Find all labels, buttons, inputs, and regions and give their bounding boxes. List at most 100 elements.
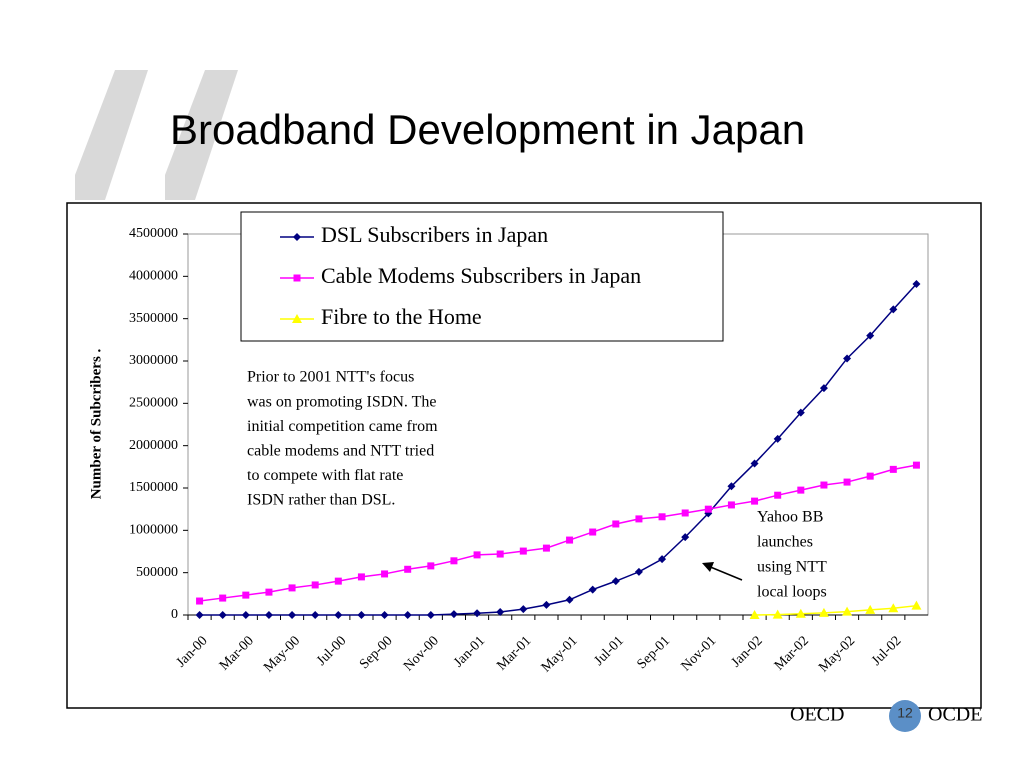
- y-axis-label: Number of Subcribers .: [88, 348, 104, 499]
- data-point: [773, 434, 782, 443]
- data-point: [334, 611, 343, 619]
- data-point: [889, 465, 897, 473]
- y-tick-label: 4500000: [129, 226, 178, 241]
- data-point: [496, 550, 504, 558]
- data-point: [795, 608, 806, 618]
- data-point: [427, 562, 435, 570]
- y-tick-label: 1000000: [129, 523, 178, 538]
- data-point: [774, 491, 782, 499]
- data-point: [288, 584, 296, 592]
- data-point: [196, 597, 204, 605]
- y-tick-label: 0: [171, 607, 178, 622]
- data-point: [843, 478, 851, 486]
- data-point: [704, 505, 712, 513]
- logo-text: OECD: [790, 704, 844, 726]
- data-point: [404, 565, 412, 573]
- data-point: [589, 528, 597, 536]
- data-point: [727, 482, 736, 491]
- data-point: [635, 515, 643, 523]
- data-point: [565, 595, 574, 604]
- data-point: [797, 486, 805, 494]
- annotation: was on promoting ISDN. The: [247, 393, 436, 410]
- data-point: [218, 611, 227, 619]
- data-point: [380, 611, 389, 619]
- data-point: [911, 600, 922, 610]
- arrow: [707, 565, 743, 581]
- legend-label: Cable Modems Subscribers in Japan: [321, 263, 641, 288]
- data-point: [450, 557, 458, 565]
- data-point: [727, 501, 735, 509]
- data-point: [566, 536, 574, 544]
- annotation: initial competition came from: [247, 418, 438, 435]
- data-point: [866, 331, 875, 340]
- data-point: [772, 609, 783, 619]
- data-point: [750, 459, 759, 468]
- page-number: 12: [897, 705, 913, 721]
- series-line: [754, 604, 917, 616]
- data-point: [195, 611, 204, 619]
- y-tick-label: 2500000: [129, 396, 178, 411]
- data-point: [242, 591, 250, 599]
- data-point: [866, 472, 874, 480]
- data-point: [681, 509, 689, 517]
- data-point: [311, 611, 320, 619]
- data-point: [519, 547, 527, 555]
- data-point: [357, 573, 365, 581]
- data-point: [681, 533, 690, 542]
- y-tick-label: 3000000: [129, 353, 178, 368]
- quote-mark: [75, 70, 148, 200]
- slide-title: Broadband Development in Japan: [170, 106, 805, 153]
- data-point: [542, 544, 550, 552]
- legend-marker: [293, 274, 301, 282]
- data-point: [264, 611, 273, 619]
- legend-marker: [293, 233, 301, 241]
- y-tick-label: 500000: [136, 565, 178, 580]
- data-point: [357, 611, 366, 619]
- data-point: [889, 305, 898, 314]
- annotation: Yahoo BB: [757, 509, 823, 526]
- data-point: [658, 555, 667, 564]
- data-point: [796, 408, 805, 417]
- data-point: [704, 509, 713, 518]
- data-point: [265, 588, 273, 596]
- legend-marker: [292, 314, 302, 323]
- data-point: [634, 567, 643, 576]
- legend-label: Fibre to the Home: [321, 304, 482, 329]
- page-badge: [889, 700, 921, 732]
- annotation: ISDN rather than DSL.: [247, 492, 395, 509]
- data-point: [311, 581, 319, 589]
- legend: [240, 211, 724, 342]
- data-point: [820, 481, 828, 489]
- data-point: [658, 513, 666, 521]
- data-point: [403, 611, 412, 619]
- annotation: using NTT: [757, 559, 827, 576]
- y-tick-label: 4000000: [129, 269, 178, 284]
- series-line: [199, 464, 917, 602]
- data-point: [751, 497, 759, 505]
- data-point: [912, 279, 921, 288]
- data-point: [912, 461, 920, 469]
- y-tick-label: 1500000: [129, 480, 178, 495]
- data-point: [842, 606, 853, 616]
- arrow-head: [702, 562, 714, 572]
- legend-label: DSL Subscribers in Japan: [321, 222, 548, 247]
- data-point: [473, 551, 481, 559]
- data-point: [542, 600, 551, 609]
- annotation: to compete with flat rate: [247, 467, 403, 484]
- data-point: [888, 603, 899, 613]
- y-tick-label: 3500000: [129, 311, 178, 326]
- data-point: [819, 384, 828, 393]
- annotation: local loops: [757, 584, 827, 601]
- annotation: cable modems and NTT tried: [247, 442, 434, 459]
- data-point: [334, 577, 342, 585]
- data-point: [749, 610, 760, 619]
- quote-mark: [165, 70, 238, 200]
- data-point: [818, 607, 829, 617]
- data-point: [288, 611, 297, 619]
- data-point: [588, 585, 597, 594]
- data-point: [496, 608, 505, 617]
- data-point: [865, 604, 876, 614]
- data-point: [241, 611, 250, 619]
- annotation: launches: [757, 534, 813, 551]
